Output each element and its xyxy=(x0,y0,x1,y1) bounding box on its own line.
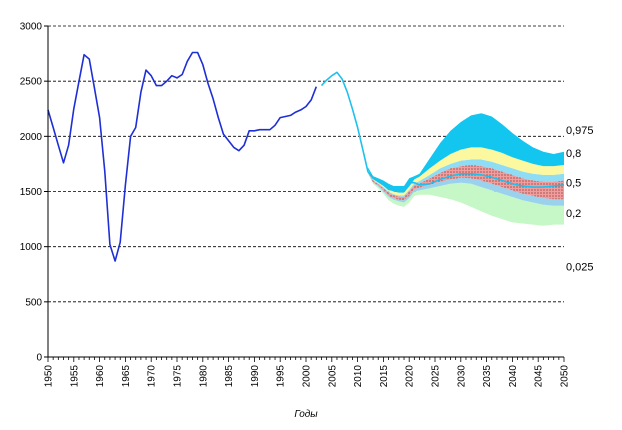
x-tick-label-1950: 1950 xyxy=(44,365,55,388)
band-q80-q975 xyxy=(367,113,564,193)
historical-series-line xyxy=(47,51,318,262)
x-tick-label-1980: 1980 xyxy=(198,365,209,388)
band-q025-q10 xyxy=(367,172,564,226)
x-tick-label-2050: 2050 xyxy=(560,365,571,388)
y-tick-label-2000: 2000 xyxy=(20,132,43,143)
x-tick-label-1960: 1960 xyxy=(95,365,106,388)
x-tick-label-2010: 2010 xyxy=(353,365,364,388)
quantile-label-0-8: 0,8 xyxy=(566,148,581,160)
y-tick-label-2500: 2500 xyxy=(20,77,43,88)
quantile-label-0-975: 0,975 xyxy=(566,125,594,137)
quantile-label-0-025: 0,025 xyxy=(566,262,594,274)
y-tick-label-1000: 1000 xyxy=(20,242,43,253)
quantile-bands xyxy=(367,113,564,226)
x-tick-label-2045: 2045 xyxy=(534,365,545,388)
band-q10-q20 xyxy=(367,172,564,206)
x-tick-label-2000: 2000 xyxy=(302,365,313,388)
y-tick-label-500: 500 xyxy=(25,297,42,308)
x-tick-labels: 1950 1955 1960 1965 1970 1975 1980 1985 1990 1995… xyxy=(44,365,571,388)
x-tick-label-2040: 2040 xyxy=(508,365,519,388)
x-tick-label-1965: 1965 xyxy=(121,365,132,388)
x-tick-label-1995: 1995 xyxy=(276,365,287,388)
projection-series-line xyxy=(320,71,565,193)
axes xyxy=(44,25,565,362)
x-tick-label-1955: 1955 xyxy=(69,365,80,388)
x-tick-label-2025: 2025 xyxy=(431,365,442,388)
x-tick-label-1990: 1990 xyxy=(250,365,261,388)
band-q60-q80 xyxy=(367,147,564,196)
x-tick-label-1970: 1970 xyxy=(147,365,158,388)
y-tick-label-3000: 3000 xyxy=(20,22,43,33)
gridlines xyxy=(48,25,564,303)
band-q20-q50 xyxy=(367,165,564,201)
quantile-label-0-5: 0,5 xyxy=(566,177,581,189)
x-tick-label-1985: 1985 xyxy=(224,365,235,388)
x-tick-label-2030: 2030 xyxy=(456,365,467,388)
x-tick-label-1975: 1975 xyxy=(173,365,184,388)
x-tick-label-2005: 2005 xyxy=(327,365,338,388)
x-tick-label-2020: 2020 xyxy=(405,365,416,388)
y-tick-labels: 0 500 1000 1500 2000 2500 3000 xyxy=(20,22,43,364)
quantile-label-0-2: 0,2 xyxy=(566,208,581,220)
x-tick-label-2015: 2015 xyxy=(379,365,390,388)
x-tick-label-2035: 2035 xyxy=(482,365,493,388)
y-tick-label-1500: 1500 xyxy=(20,187,43,198)
y-tick-label-0: 0 xyxy=(36,353,42,364)
x-axis-title: Годы xyxy=(294,409,318,420)
band-q50-q60 xyxy=(367,159,564,197)
series-lines xyxy=(47,51,565,262)
quantile-labels: 0,975 0,8 0,5 0,2 0,025 xyxy=(566,125,594,274)
